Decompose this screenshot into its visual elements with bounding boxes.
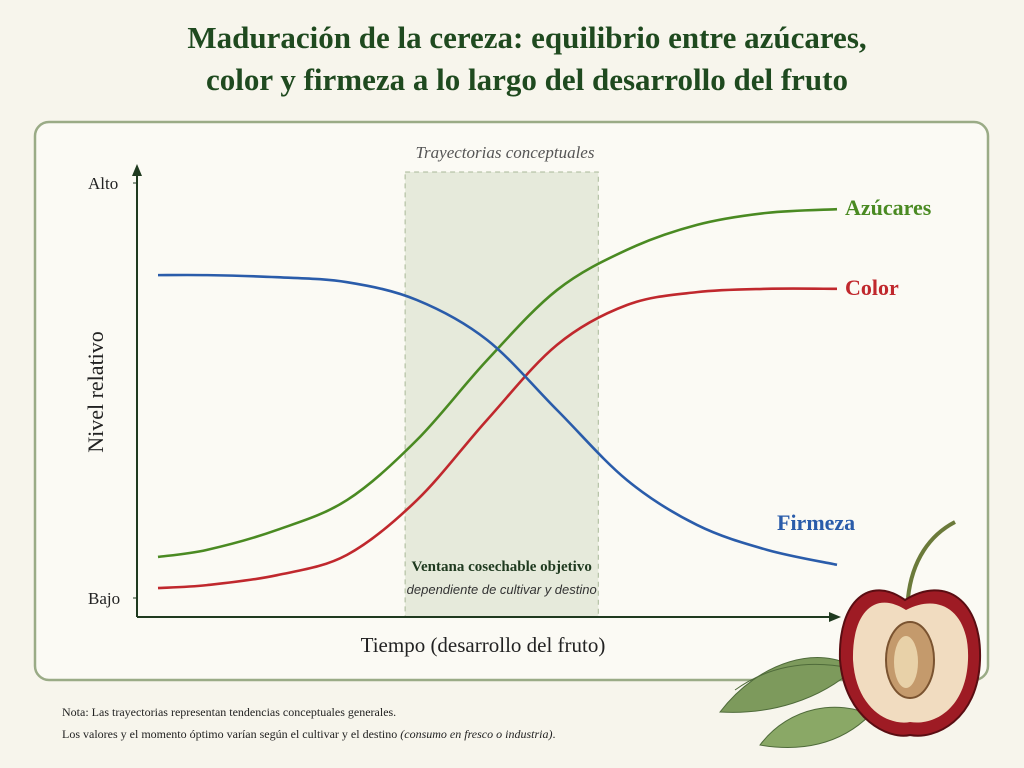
window-label: Ventana cosechable objetivo xyxy=(412,559,592,575)
pit-kernel xyxy=(894,636,918,688)
cherry-illustration xyxy=(719,520,982,748)
subtitle: Trayectorias conceptuales xyxy=(416,143,595,162)
harvest-window xyxy=(404,171,599,618)
note-text: Las trayectorias representan tendencias … xyxy=(92,705,397,719)
plot: Ventana cosechable objetivo dependiente d… xyxy=(88,164,932,622)
y-tick-label: Alto xyxy=(88,174,118,193)
leaf-vein xyxy=(734,664,851,691)
y-axis-arrow xyxy=(132,164,142,176)
note-text: Los valores y el momento óptimo varían s… xyxy=(62,727,397,741)
window-sublabel: dependiente de cultivar y destino xyxy=(407,582,597,597)
stem xyxy=(906,520,956,599)
note-prefix: Nota: xyxy=(62,705,89,719)
x-axis-arrow xyxy=(829,612,841,622)
note: Los valores y el momento óptimo varían s… xyxy=(62,727,555,741)
series-label: Firmeza xyxy=(777,510,855,535)
line xyxy=(157,287,838,590)
x-axis-label: Tiempo (desarrollo del fruto) xyxy=(361,633,606,657)
note: Nota: Las trayectorias representan tende… xyxy=(62,705,396,719)
line xyxy=(157,207,838,559)
note-end: . xyxy=(552,727,555,741)
note-italic: (consumo en fresco o industria) xyxy=(400,727,552,741)
title-line: color y firmeza a lo largo del desarroll… xyxy=(206,62,848,97)
y-axis-label: Nivel relativo xyxy=(83,331,108,453)
y-tick-label: Bajo xyxy=(88,589,120,608)
line xyxy=(157,273,838,567)
series-label: Color xyxy=(845,275,899,300)
series-label: Azúcares xyxy=(845,195,932,220)
title-line: Maduración de la cereza: equilibrio entr… xyxy=(187,20,866,55)
